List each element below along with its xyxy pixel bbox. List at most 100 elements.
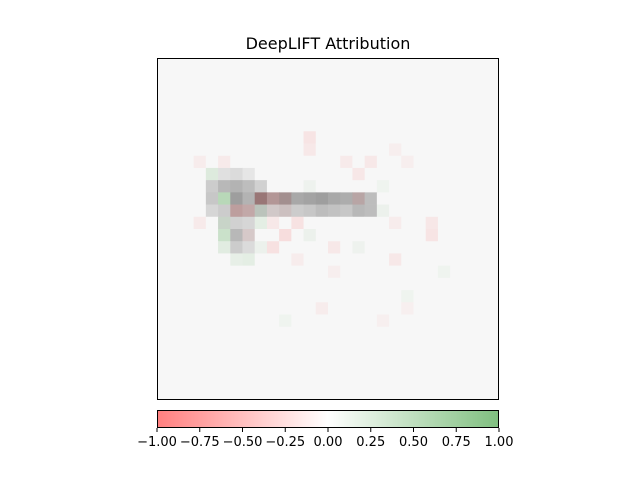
heatmap-cell	[376, 119, 390, 132]
heatmap-cell	[364, 58, 378, 71]
heatmap-cell	[340, 265, 353, 279]
heatmap-cell	[437, 119, 451, 132]
heatmap-cell	[291, 82, 304, 96]
heatmap-cell	[315, 82, 329, 96]
heatmap-cell	[218, 241, 231, 254]
heatmap-cell	[315, 167, 329, 181]
heatmap-cell	[181, 326, 195, 340]
heatmap-cell	[303, 229, 317, 242]
heatmap-cell	[303, 58, 317, 71]
heatmap-cell	[437, 314, 451, 328]
heatmap-cell	[437, 204, 451, 218]
colorbar-tick-label: −1.00	[137, 435, 177, 450]
heatmap-cell	[437, 131, 451, 144]
heatmap-cell	[352, 155, 366, 169]
heatmap-cell	[328, 204, 341, 218]
heatmap-cell	[193, 253, 207, 267]
heatmap-cell	[218, 70, 231, 83]
heatmap-cell	[450, 131, 463, 144]
colorbar-tick-label: 0.50	[399, 435, 428, 450]
heatmap-cell	[401, 375, 414, 389]
heatmap-cell	[450, 314, 463, 328]
heatmap-cell	[242, 265, 256, 279]
heatmap-cell	[218, 314, 231, 328]
heatmap-cell	[352, 70, 366, 83]
heatmap-cell	[474, 351, 488, 364]
heatmap-cell	[157, 143, 170, 157]
heatmap-cell	[328, 143, 341, 157]
heatmap-cell	[462, 302, 475, 315]
heatmap-cell	[230, 265, 243, 279]
heatmap-cell	[425, 216, 439, 230]
heatmap-cell	[242, 326, 256, 340]
heatmap-cell	[486, 204, 499, 218]
heatmap-cell	[242, 363, 256, 376]
heatmap-cell	[401, 363, 414, 376]
heatmap-cell	[254, 82, 268, 96]
heatmap-cell	[437, 180, 451, 193]
heatmap-cell	[376, 351, 390, 364]
heatmap-cell	[205, 70, 219, 83]
heatmap-cell	[169, 216, 182, 230]
heatmap-cell	[193, 82, 207, 96]
heatmap-cell	[157, 106, 170, 120]
heatmap-cell	[266, 58, 280, 71]
heatmap-cell	[462, 106, 475, 120]
heatmap-cell	[413, 338, 427, 352]
heatmap-cell	[462, 204, 475, 218]
heatmap-cell	[450, 143, 463, 157]
heatmap-cell	[450, 82, 463, 96]
heatmap-cell	[389, 143, 402, 157]
heatmap-cell	[157, 167, 170, 181]
heatmap-cell	[352, 204, 366, 218]
heatmap-cell	[279, 70, 292, 83]
heatmap-cell	[328, 302, 341, 315]
heatmap-cell	[462, 290, 475, 303]
heatmap-cell	[303, 216, 317, 230]
heatmap-cell	[352, 351, 366, 364]
heatmap-cell	[218, 290, 231, 303]
heatmap-cell	[376, 229, 390, 242]
heatmap-cell	[181, 106, 195, 120]
heatmap-cell	[486, 314, 499, 328]
heatmap-cell	[437, 290, 451, 303]
heatmap-cell	[315, 131, 329, 144]
heatmap-cell	[450, 253, 463, 267]
heatmap-cell	[205, 204, 219, 218]
heatmap-cell	[193, 363, 207, 376]
heatmap-cell	[303, 277, 317, 291]
heatmap-cell	[462, 314, 475, 328]
heatmap-cell	[266, 143, 280, 157]
heatmap-cell	[389, 229, 402, 242]
heatmap-cell	[266, 375, 280, 389]
heatmap-cell	[315, 338, 329, 352]
heatmap-cell	[401, 58, 414, 71]
heatmap-cell	[157, 351, 170, 364]
heatmap-cell	[254, 180, 268, 193]
heatmap-cell	[279, 351, 292, 364]
heatmap-cell	[340, 314, 353, 328]
heatmap-cell	[230, 216, 243, 230]
heatmap-cell	[169, 204, 182, 218]
heatmap-cell	[279, 94, 292, 108]
heatmap-cell	[328, 155, 341, 169]
heatmap-cell	[486, 351, 499, 364]
heatmap-cell	[315, 290, 329, 303]
heatmap-cell	[230, 387, 243, 400]
heatmap-cell	[254, 326, 268, 340]
heatmap-cell	[425, 277, 439, 291]
heatmap-cell	[181, 131, 195, 144]
heatmap-cell	[401, 338, 414, 352]
heatmap-cell	[364, 229, 378, 242]
heatmap-cell	[230, 351, 243, 364]
heatmap-cell	[205, 290, 219, 303]
colorbar-ticks: −1.00 −0.75 −0.50 −0.25 0.00 0.25 0.50 0.75 1.00	[137, 428, 513, 450]
heatmap-cell	[401, 216, 414, 230]
heatmap-cell	[340, 338, 353, 352]
heatmap-cell	[425, 180, 439, 193]
heatmap-cell	[352, 180, 366, 193]
heatmap-cell	[389, 119, 402, 132]
heatmap-cell	[462, 375, 475, 389]
heatmap-cell	[352, 253, 366, 267]
heatmap-cell	[254, 229, 268, 242]
